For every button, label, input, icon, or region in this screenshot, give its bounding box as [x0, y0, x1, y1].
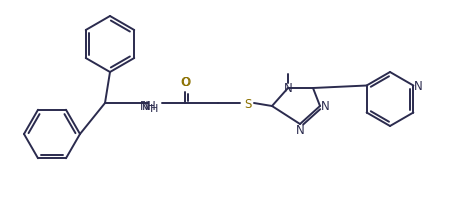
Text: S: S: [244, 97, 252, 110]
Text: N: N: [296, 124, 304, 137]
Text: N: N: [284, 81, 292, 94]
Text: N: N: [139, 99, 148, 112]
Text: N: N: [142, 99, 150, 112]
Text: O: O: [180, 76, 190, 89]
Text: H: H: [150, 103, 158, 114]
Text: H: H: [146, 99, 155, 112]
Text: N: N: [321, 100, 329, 113]
Text: N: N: [414, 80, 423, 92]
Text: O: O: [181, 75, 191, 88]
